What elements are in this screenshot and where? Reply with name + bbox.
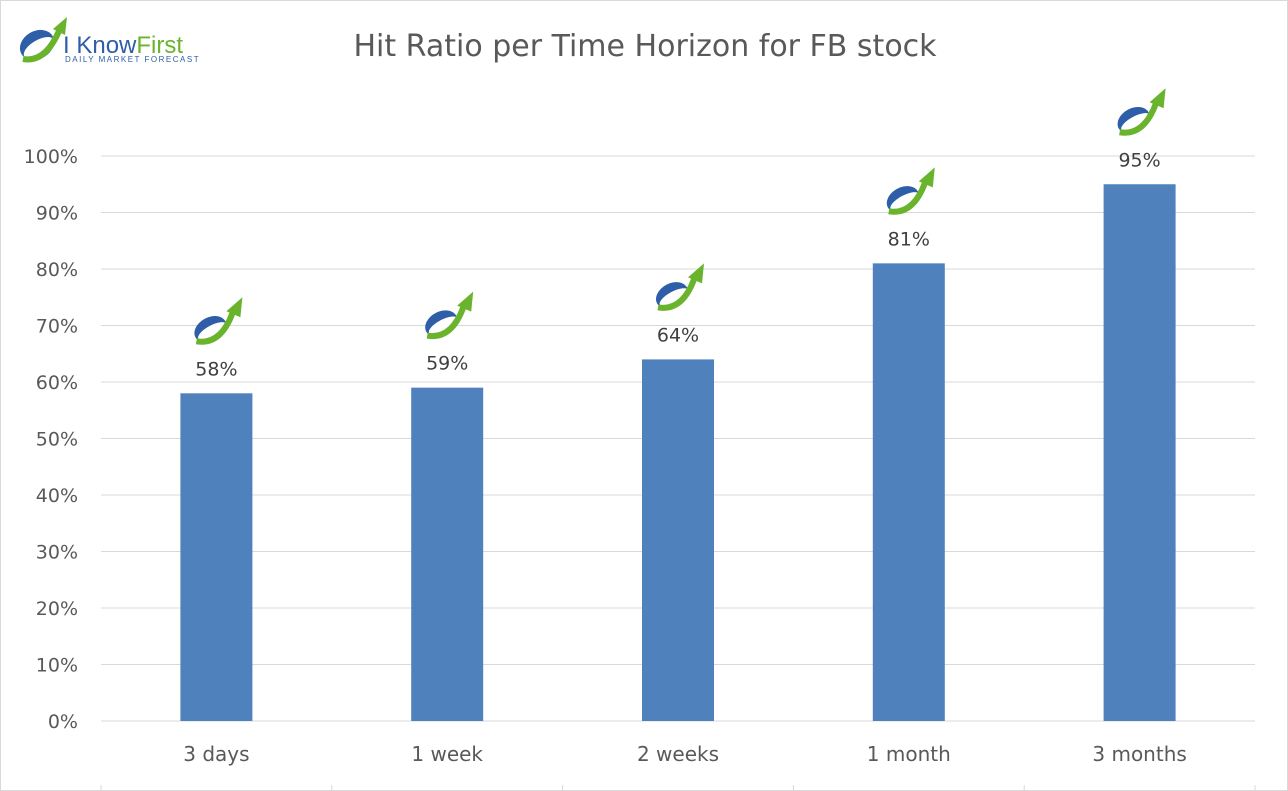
- y-tick-label: 10%: [36, 655, 78, 677]
- i-know-first-logo-icon: [194, 297, 243, 345]
- y-tick-label: 20%: [36, 598, 78, 620]
- i-know-first-logo-icon: [655, 263, 704, 311]
- data-label: 81%: [888, 228, 930, 250]
- y-tick-label: 50%: [36, 429, 78, 451]
- brand-logo: I KnowFirst Daily Market Forecast: [19, 17, 200, 64]
- bar: [872, 263, 945, 721]
- bar: [1103, 184, 1176, 721]
- y-tick-label: 30%: [36, 542, 78, 564]
- chart-title: Hit Ratio per Time Horizon for FB stock: [353, 29, 937, 64]
- data-label: 64%: [657, 324, 699, 346]
- brand-tagline: Daily Market Forecast: [65, 55, 200, 64]
- x-category-label: 3 days: [183, 742, 249, 766]
- y-tick-label: 100%: [24, 146, 78, 168]
- x-category-label: 1 month: [867, 742, 951, 766]
- y-tick-label: 70%: [36, 316, 78, 338]
- bar: [180, 393, 253, 721]
- y-tick-label: 80%: [36, 259, 78, 281]
- bar: [642, 359, 714, 721]
- brand-name-part1: I Know: [63, 32, 137, 59]
- bar: [411, 387, 484, 721]
- i-know-first-logo-icon: [19, 17, 67, 63]
- x-category-label: 1 week: [411, 742, 483, 766]
- y-tick-label: 40%: [36, 485, 78, 507]
- svg-text:I KnowFirst: I KnowFirst: [63, 32, 183, 59]
- i-know-first-logo-icon: [1117, 88, 1166, 136]
- data-label: 59%: [426, 353, 468, 375]
- y-tick-label: 0%: [48, 711, 78, 733]
- y-tick-label: 60%: [36, 372, 78, 394]
- y-tick-label: 90%: [36, 203, 78, 225]
- data-label: 58%: [195, 358, 237, 380]
- i-know-first-logo-icon: [886, 167, 935, 215]
- data-label: 95%: [1118, 149, 1160, 171]
- brand-name-part2: First: [136, 32, 183, 59]
- x-category-label: 3 months: [1092, 742, 1186, 766]
- i-know-first-logo-icon: [425, 291, 474, 340]
- x-category-label: 2 weeks: [637, 742, 719, 766]
